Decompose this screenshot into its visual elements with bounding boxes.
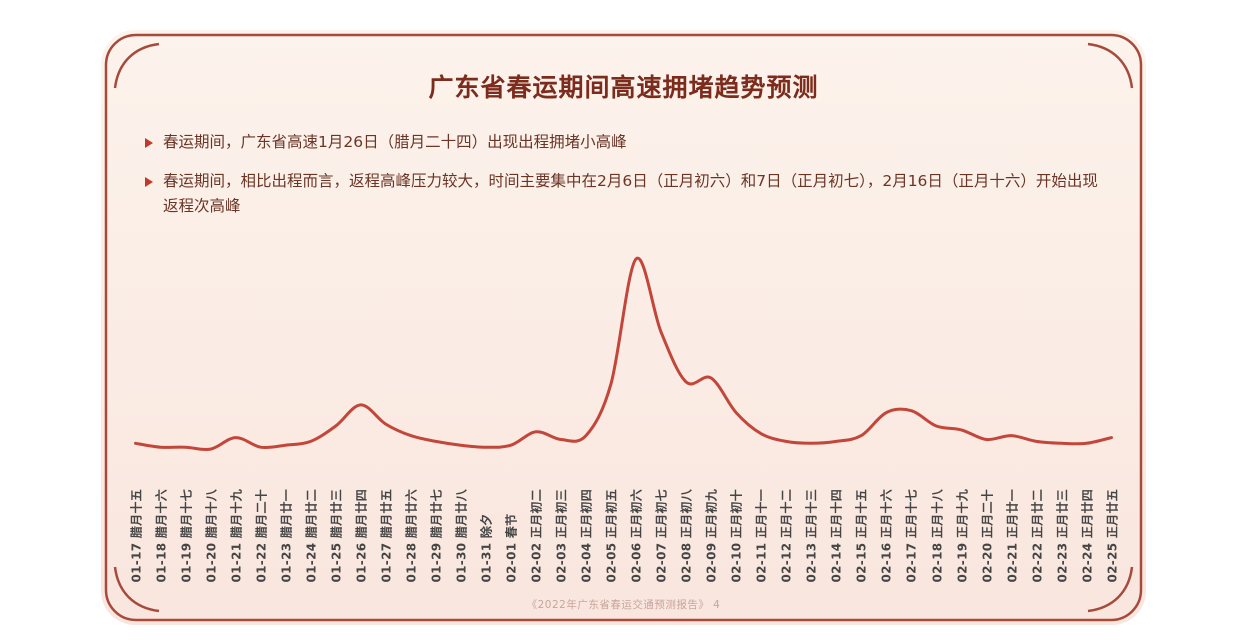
x-axis-label: 01-18 腊月十六 [154,488,169,583]
x-axis-label: 02-01 春节 [504,513,519,583]
bullet-item: 春运期间，相比出程而言，返程高峰压力较大，时间主要集中在2月6日（正月初六）和7… [145,169,1098,219]
x-axis: 01-17 腊月十五 01-18 腊月十六 01-19 腊月十七 01-20 腊月十八… [123,463,1124,593]
x-axis-label: 02-15 正月十五 [854,488,869,583]
bullet-triangle-icon [145,138,153,148]
x-axis-label: 01-30 腊月廿八 [454,488,469,583]
x-axis-label: 02-17 正月十七 [904,488,919,583]
trend-line [134,256,1113,452]
page-title: 广东省春运期间高速拥堵趋势预测 [428,73,819,102]
bullet-triangle-icon [145,177,153,187]
x-axis-label: 02-16 正月十六 [879,488,894,583]
x-axis-label: 01-17 腊月十五 [129,488,144,583]
x-axis-label: 01-26 腊月廿四 [354,488,369,583]
x-axis-label: 02-25 正月廿五 [1105,488,1120,583]
x-axis-label: 02-24 正月廿四 [1080,488,1095,583]
x-axis-label: 02-10 正月初十 [729,488,744,583]
x-axis-label: 02-03 正月初三 [554,488,569,583]
x-axis-label: 01-23 腊月廿一 [279,488,294,583]
x-axis-label: 02-09 正月初九 [704,488,719,583]
x-axis-label: 02-05 正月初五 [604,488,619,583]
x-axis-label: 02-11 正月十一 [754,488,769,583]
bullet-text: 春运期间，相比出程而言，返程高峰压力较大，时间主要集中在2月6日（正月初六）和7… [163,172,1098,215]
x-axis-label: 01-25 腊月廿三 [329,488,344,583]
source-caption: 《2022年广东省春运交通预测报告》 4 [526,599,721,611]
x-axis-label: 02-21 正月廿一 [1005,488,1020,583]
poster-card: 广东省春运期间高速拥堵趋势预测 春运期间，广东省高速1月26日（腊月二十四）出现… [101,30,1146,625]
x-axis-label: 02-20 正月二十 [980,488,995,583]
x-axis-label: 01-27 腊月廿五 [379,488,394,583]
x-axis-label: 02-23 正月廿三 [1055,488,1070,583]
x-axis-label: 02-08 正月初八 [679,488,694,583]
x-axis-label: 02-07 正月初七 [654,488,669,583]
trend-line-plot [134,256,1113,452]
x-axis-label: 02-04 正月初四 [579,488,594,583]
x-axis-label: 01-22 腊月二十 [254,488,269,583]
x-axis-label: 02-13 正月十三 [804,488,819,583]
x-axis-label: 01-29 腊月廿七 [429,488,444,583]
x-axis-label: 01-19 腊月十七 [179,488,194,583]
x-axis-label: 01-21 腊月十九 [229,488,244,583]
bullet-text: 春运期间，广东省高速1月26日（腊月二十四）出现出程拥堵小高峰 [163,133,627,151]
bullet-item: 春运期间，广东省高速1月26日（腊月二十四）出现出程拥堵小高峰 [145,130,1098,155]
x-axis-label: 01-20 腊月十八 [204,488,219,583]
x-axis-label: 02-22 正月廿二 [1030,488,1045,583]
x-axis-label: 01-28 腊月廿六 [404,488,419,583]
x-axis-label: 02-14 正月十四 [829,488,844,583]
x-axis-label: 02-12 正月十二 [779,488,794,583]
congestion-line-chart: 01-17 腊月十五 01-18 腊月十六 01-19 腊月十七 01-20 腊月十八… [123,233,1124,593]
x-axis-label: 01-24 腊月廿二 [304,488,319,583]
x-axis-label: 01-31 除夕 [479,513,494,583]
x-axis-label: 02-18 正月十八 [930,488,945,583]
key-points-list: 春运期间，广东省高速1月26日（腊月二十四）出现出程拥堵小高峰 春运期间，相比出… [123,130,1124,219]
x-axis-label: 02-19 正月十九 [955,488,970,583]
x-axis-label: 02-06 正月初六 [629,488,644,583]
x-axis-label: 02-02 正月初二 [529,488,544,583]
